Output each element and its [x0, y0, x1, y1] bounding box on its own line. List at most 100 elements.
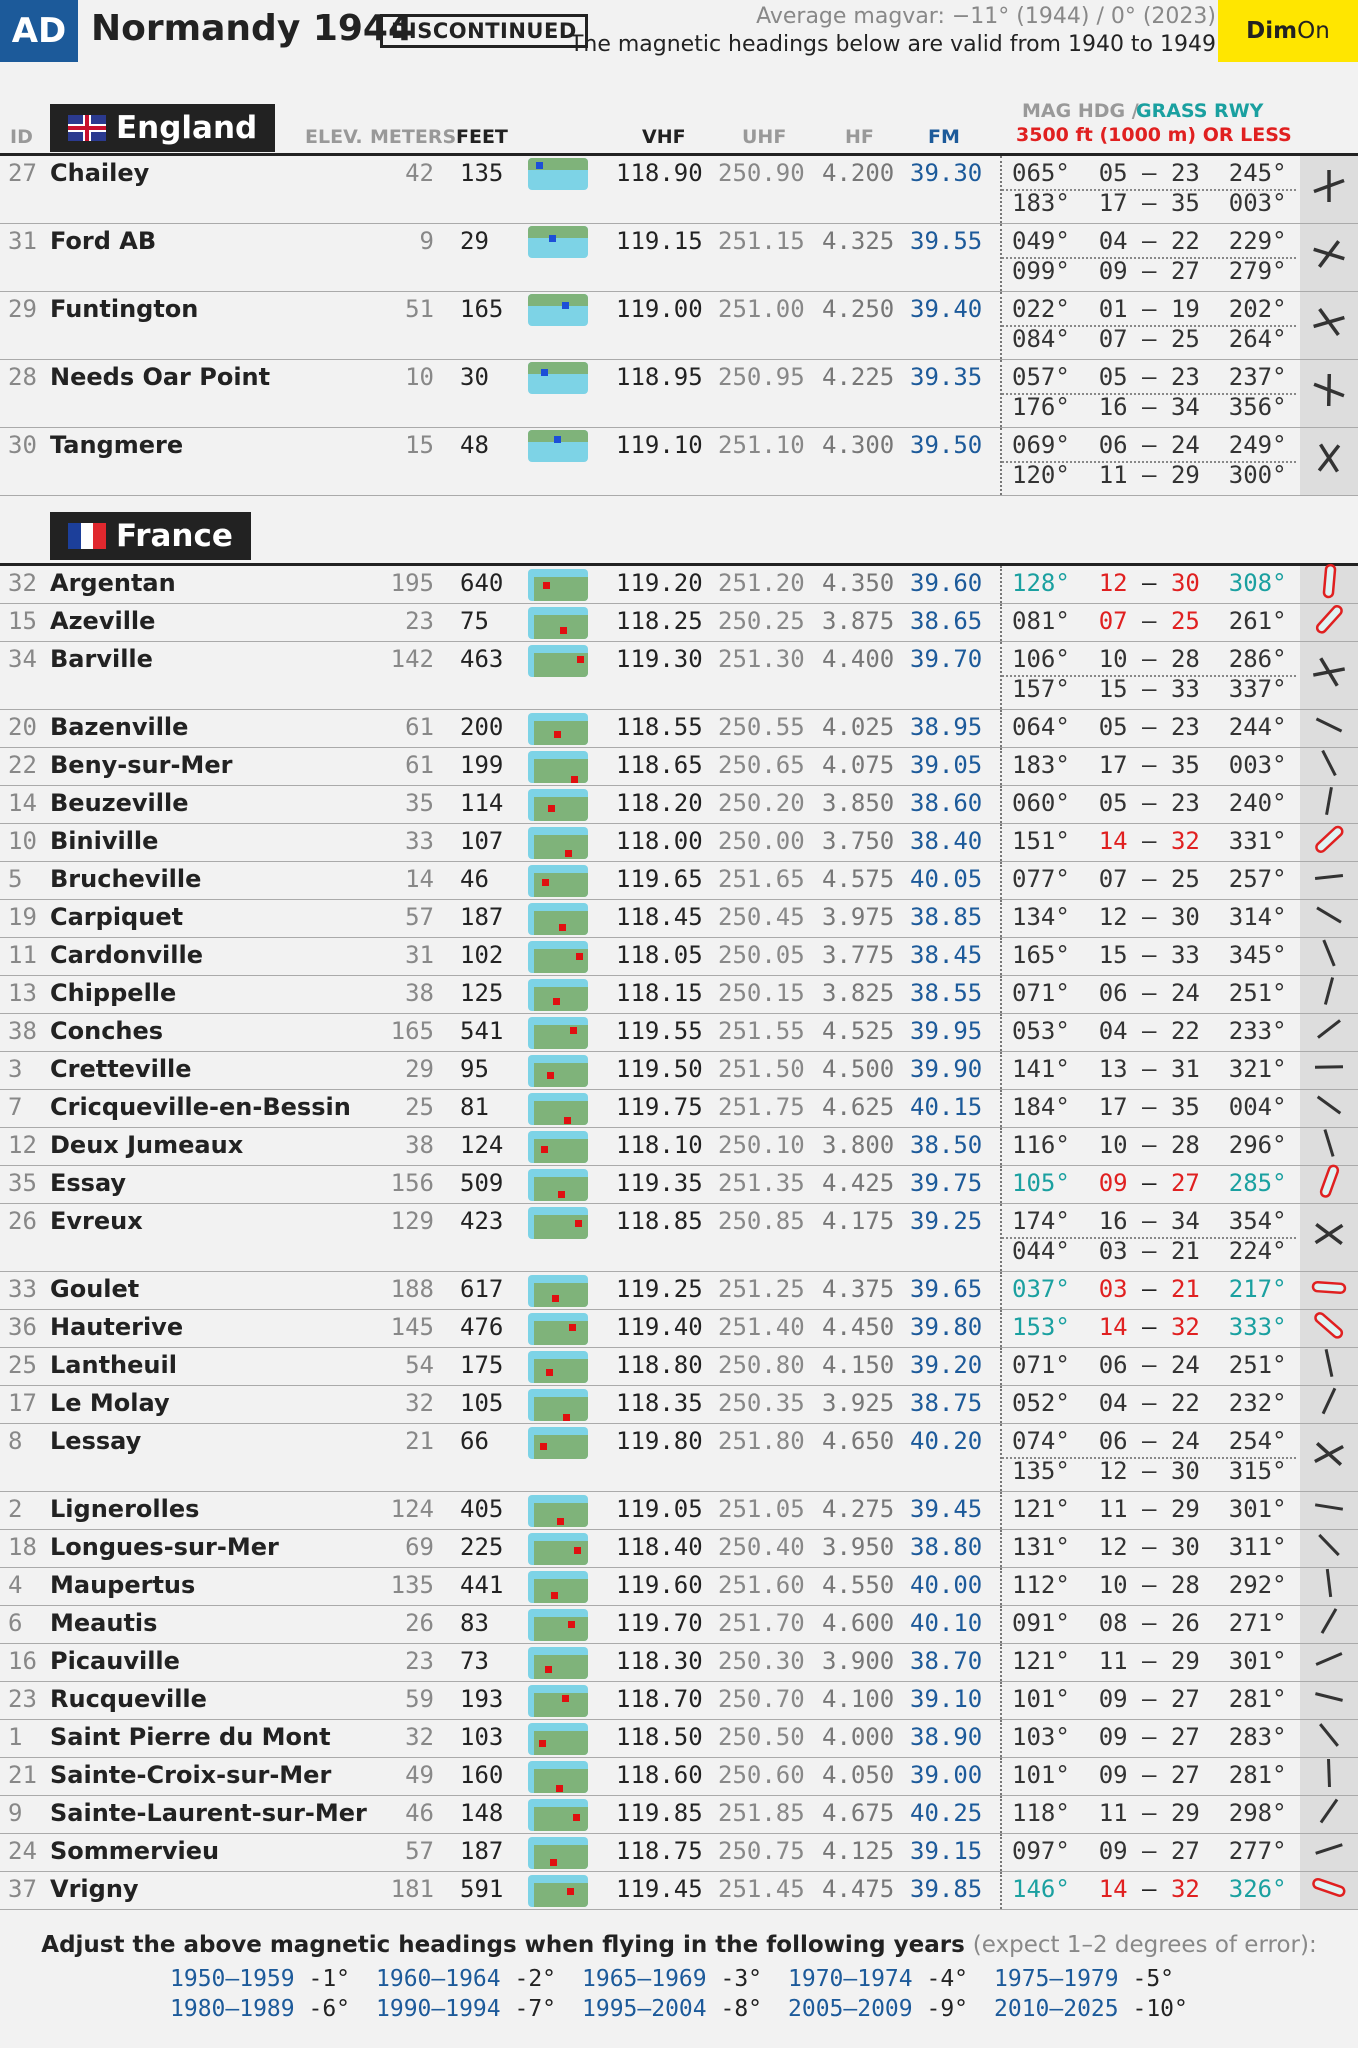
- uhf-frequency: 251.60: [718, 1571, 805, 1599]
- elevation-meters: 25: [405, 1093, 434, 1121]
- table-row[interactable]: 13 Chippelle 38 125 118.15 250.15 3.825 38.55 07…: [0, 976, 1358, 1014]
- table-row[interactable]: 5 Brucheville 14 46 119.65 251.65 4.575 40.05 07…: [0, 862, 1358, 900]
- elevation-feet: 48: [460, 431, 489, 459]
- table-row[interactable]: 7 Cricqueville-en-Bessin 25 81 119.75 251.75 4…: [0, 1090, 1358, 1128]
- table-row[interactable]: 6 Meautis 26 83 119.70 251.70 4.600 40.10 091° 0…: [0, 1606, 1358, 1644]
- runway-diagram-cell: [1300, 1014, 1358, 1051]
- location-map-icon: [528, 1799, 588, 1831]
- elevation-feet: 29: [460, 227, 489, 255]
- runway-divider: [1000, 1644, 1002, 1681]
- table-row[interactable]: 34 Barville 142 463 119.30 251.30 4.400 39.70 10…: [0, 642, 1358, 710]
- footer-title: Adjust the above magnetic headings when …: [0, 1932, 1358, 1958]
- table-row[interactable]: 4 Maupertus 135 441 119.60 251.60 4.550 40.00 11…: [0, 1568, 1358, 1606]
- elevation-meters: 21: [405, 1427, 434, 1455]
- runway-diagram-cell: [1300, 1272, 1358, 1309]
- vhf-frequency: 119.55: [616, 1017, 703, 1045]
- table-row[interactable]: 12 Deux Jumeaux 38 124 118.10 250.10 3.800 38.5…: [0, 1128, 1358, 1166]
- hf-frequency: 4.375: [822, 1275, 895, 1303]
- runway-divider: [1000, 156, 1002, 223]
- magvar-text: Average magvar: −11° (1944) / 0° (2023): [756, 4, 1216, 29]
- section-divider: [0, 153, 1358, 156]
- airfield-id: 18: [8, 1533, 37, 1561]
- table-row[interactable]: 17 Le Molay 32 105 118.35 250.35 3.925 38.75 052…: [0, 1386, 1358, 1424]
- vhf-frequency: 119.50: [616, 1055, 703, 1083]
- runway-cross-icon: [1307, 1212, 1351, 1263]
- fm-frequency: 39.85: [910, 1875, 983, 1903]
- table-row[interactable]: 32 Argentan 195 640 119.20 251.20 4.350 39.60 12…: [0, 563, 1358, 604]
- fm-frequency: 39.35: [910, 363, 983, 391]
- elevation-meters: 69: [405, 1533, 434, 1561]
- runway-diagram-cell: [1300, 1424, 1358, 1491]
- year-range: 1950–1959: [170, 1966, 295, 1992]
- airfield-name: Cricqueville-en-Bessin: [50, 1093, 351, 1121]
- year-range: 1995–2004: [582, 1996, 707, 2022]
- land-shape: [528, 158, 588, 170]
- table-row[interactable]: 16 Picauville 23 73 118.30 250.30 3.900 38.70 12…: [0, 1644, 1358, 1682]
- uhf-frequency: 251.70: [718, 1609, 805, 1637]
- runway-divider: [1000, 292, 1002, 359]
- table-row[interactable]: 1 Saint Pierre du Mont 32 103 118.50 250.50 4.…: [0, 1720, 1358, 1758]
- runway-divider: [1000, 1568, 1002, 1605]
- hf-frequency: 4.475: [822, 1875, 895, 1903]
- table-row[interactable]: 8 Lessay 21 66 119.80 251.80 4.650 40.20 074° 06…: [0, 1424, 1358, 1492]
- table-row[interactable]: 33 Goulet 188 617 119.25 251.25 4.375 39.65 037°…: [0, 1272, 1358, 1310]
- runway-headings: 101° 09 – 27 281°: [1012, 1685, 1287, 1713]
- runway-headings: 135° 12 – 30 315°: [1012, 1457, 1287, 1485]
- location-map-icon: [528, 1647, 588, 1679]
- table-row[interactable]: 31 Ford AB 9 29 119.15 251.15 4.325 39.55 049° 0…: [0, 224, 1358, 292]
- table-row[interactable]: 9 Sainte-Laurent-sur-Mer 46 148 119.85 251.85…: [0, 1796, 1358, 1834]
- grass-runway-icon: [1307, 1159, 1351, 1210]
- table-row[interactable]: 22 Beny-sur-Mer 61 199 118.65 250.65 4.075 39.0…: [0, 748, 1358, 786]
- location-map-icon: [528, 1275, 588, 1307]
- table-row[interactable]: 25 Lantheuil 54 175 118.80 250.80 4.150 39.20 07…: [0, 1348, 1358, 1386]
- vhf-frequency: 118.45: [616, 903, 703, 931]
- vhf-frequency: 118.65: [616, 751, 703, 779]
- dim-on-button[interactable]: Dim On: [1218, 0, 1358, 62]
- table-row[interactable]: 23 Rucqueville 59 193 118.70 250.70 4.100 39.10…: [0, 1682, 1358, 1720]
- table-row[interactable]: 27 Chailey 42 135 118.90 250.90 4.200 39.30 065°…: [0, 156, 1358, 224]
- vhf-frequency: 119.85: [616, 1799, 703, 1827]
- column-headers: ID ELEV. METERS FEET VHF UHF HF FM MAG H…: [0, 100, 1358, 156]
- elevation-meters: 10: [405, 363, 434, 391]
- table-row[interactable]: 21 Sainte-Croix-sur-Mer 49 160 118.60 250.60 4…: [0, 1758, 1358, 1796]
- hf-frequency: 4.400: [822, 645, 895, 673]
- table-row[interactable]: 19 Carpiquet 57 187 118.45 250.45 3.975 38.85 13…: [0, 900, 1358, 938]
- table-row[interactable]: 37 Vrigny 181 591 119.45 251.45 4.475 39.85 146°…: [0, 1872, 1358, 1910]
- table-row[interactable]: 14 Beuzeville 35 114 118.20 250.20 3.850 38.60 0…: [0, 786, 1358, 824]
- airfield-id: 23: [8, 1685, 37, 1713]
- table-row[interactable]: 35 Essay 156 509 119.35 251.35 4.425 39.75 105° …: [0, 1164, 1358, 1204]
- table-row[interactable]: 30 Tangmere 15 48 119.10 251.10 4.300 39.50 069°…: [0, 428, 1358, 496]
- table-row[interactable]: 3 Cretteville 29 95 119.50 251.50 4.500 39.90 14…: [0, 1052, 1358, 1090]
- year-range: 2005–2009: [788, 1996, 913, 2022]
- table-row[interactable]: 26 Evreux 129 423 118.85 250.85 4.175 39.25 174°…: [0, 1204, 1358, 1272]
- elevation-feet: 81: [460, 1093, 489, 1121]
- vhf-frequency: 119.20: [616, 569, 703, 597]
- table-row[interactable]: 15 Azeville 23 75 118.25 250.25 3.875 38.65 081°…: [0, 604, 1358, 642]
- airfield-id: 27: [8, 159, 37, 187]
- land-shape: [534, 987, 588, 1011]
- elevation-feet: 124: [460, 1131, 504, 1159]
- runway-headings: 121° 11 – 29 301°: [1012, 1495, 1287, 1523]
- runway-divider: [1000, 1796, 1002, 1833]
- airfield-id: 7: [8, 1093, 23, 1121]
- table-row[interactable]: 28 Needs Oar Point 10 30 118.95 250.95 4.225 39…: [0, 360, 1358, 428]
- location-map-icon: [528, 713, 588, 745]
- table-row[interactable]: 36 Hauterive 145 476 119.40 251.40 4.450 39.80 1…: [0, 1310, 1358, 1348]
- table-row[interactable]: 2 Lignerolles 124 405 119.05 251.05 4.275 39.45…: [0, 1492, 1358, 1530]
- hf-frequency: 3.875: [822, 607, 895, 635]
- location-marker: [542, 879, 549, 886]
- table-row[interactable]: 18 Longues-sur-Mer 69 225 118.40 250.40 3.950 3…: [0, 1530, 1358, 1568]
- elevation-feet: 441: [460, 1571, 504, 1599]
- table-row[interactable]: 11 Cardonville 31 102 118.05 250.05 3.775 38.45…: [0, 938, 1358, 976]
- location-map-icon: [528, 158, 588, 190]
- table-row[interactable]: 24 Sommervieu 57 187 118.75 250.75 4.125 39.15 0…: [0, 1834, 1358, 1872]
- table-row[interactable]: 29 Funtington 51 165 119.00 251.00 4.250 39.40 0…: [0, 292, 1358, 360]
- airfield-name: Meautis: [50, 1609, 158, 1637]
- location-map-icon: [528, 1351, 588, 1383]
- table-row[interactable]: 20 Bazenville 61 200 118.55 250.55 4.025 38.95 0…: [0, 710, 1358, 748]
- runway-diagram-cell: [1300, 1310, 1358, 1347]
- table-row[interactable]: 38 Conches 165 541 119.55 251.55 4.525 39.95 053…: [0, 1014, 1358, 1052]
- airfield-name: Cardonville: [50, 941, 203, 969]
- table-row[interactable]: 10 Biniville 33 107 118.00 250.00 3.750 38.40 15…: [0, 824, 1358, 862]
- runway-headings: 157° 15 – 33 337°: [1012, 675, 1287, 703]
